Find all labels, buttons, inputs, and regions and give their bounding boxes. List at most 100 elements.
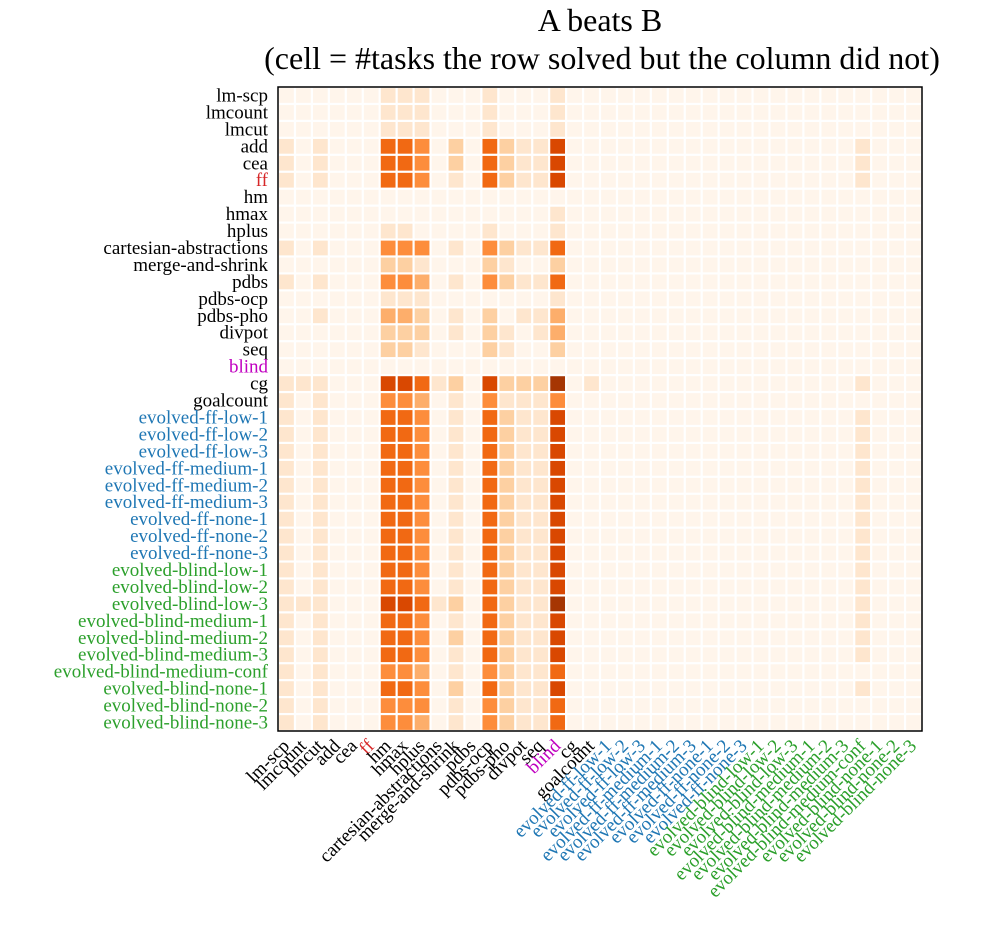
heatmap-cell [584,257,599,273]
heatmap-cell [499,528,515,544]
heatmap-cell [787,460,803,476]
heatmap-cell [279,477,294,493]
heatmap-cell [685,613,701,629]
heatmap-cell [448,88,464,103]
y-tick-label: cg [250,374,268,395]
heatmap-cell [855,376,871,391]
heatmap-cell [533,291,549,307]
heatmap-cell [550,342,566,358]
heatmap-cell [346,325,362,341]
heatmap-cell [499,443,515,459]
heatmap-cell [719,511,735,527]
heatmap-cell [380,545,396,561]
heatmap-cell [312,460,328,476]
heatmap-cell [872,274,888,290]
heatmap-cell [906,359,921,375]
heatmap-cell [702,206,718,222]
heatmap-cell [550,376,566,391]
heatmap-cell [431,528,447,544]
heatmap-cell [753,155,769,171]
heatmap-cell [431,206,447,222]
heatmap-cell [872,308,888,324]
heatmap-cell [397,121,413,137]
heatmap-cell [312,138,328,154]
heatmap-cell [855,460,871,476]
heatmap-cell [702,698,718,713]
heatmap-cell [431,477,447,493]
heatmap-cell [584,393,599,408]
heatmap-cell [329,427,345,442]
heatmap-cell [431,88,447,103]
heatmap-cell [279,325,294,341]
heatmap-cell [380,376,396,391]
heatmap-cell [499,206,515,222]
heatmap-cell [736,511,752,527]
heatmap-cell [465,172,481,188]
heatmap-cell [329,630,345,646]
heatmap-cell [651,630,667,646]
heatmap-cell [804,88,820,103]
heatmap-cell [685,410,701,425]
heatmap-cell [601,138,616,154]
heatmap-cell [634,579,650,595]
heatmap-cell [465,155,481,171]
heatmap-cell [346,410,362,425]
y-tick-label: hplus [227,221,268,242]
heatmap-cell [329,681,345,697]
heatmap-cell [448,410,464,425]
heatmap-cell [448,121,464,137]
heatmap-cell [634,494,650,510]
heatmap-cell [397,545,413,561]
heatmap-cell [482,698,498,713]
heatmap-cell [651,494,667,510]
heatmap-cell [516,664,532,680]
heatmap-cell [499,308,515,324]
heatmap-cell [753,206,769,222]
heatmap-cell [397,477,413,493]
y-tick-label: hm [244,187,269,208]
heatmap-cell [736,647,752,663]
heatmap-cell [906,291,921,307]
heatmap-cell [821,274,837,290]
heatmap-cell [889,376,904,391]
heatmap-cell [465,410,481,425]
heatmap-cell [482,443,498,459]
heatmap-cell [346,579,362,595]
heatmap-cell [804,477,820,493]
heatmap-cell [482,138,498,154]
heatmap-cell [685,172,701,188]
heatmap-cell [533,105,549,120]
heatmap-cell [499,291,515,307]
heatmap-cell [821,325,837,341]
heatmap-cell [702,393,718,408]
heatmap-cell [296,427,311,442]
heatmap-cell [736,443,752,459]
heatmap-cell [906,613,921,629]
heatmap-cell [668,189,684,205]
heatmap-cell [889,545,904,561]
heatmap-cell [685,460,701,476]
heatmap-cell [380,88,396,103]
heatmap-cell [550,427,566,442]
heatmap-cell [821,376,837,391]
heatmap-cell [872,681,888,697]
heatmap-cell [668,342,684,358]
heatmap-cell [872,664,888,680]
heatmap-cell [363,342,379,358]
heatmap-cell [312,257,328,273]
heatmap-cell [719,155,735,171]
heatmap-cell [651,528,667,544]
heatmap-cell [279,342,294,358]
heatmap-cell [533,257,549,273]
heatmap-cell [516,393,532,408]
heatmap-cell [279,172,294,188]
heatmap-cell [872,477,888,493]
heatmap-cell [702,562,718,578]
heatmap-cell [889,155,904,171]
heatmap-cell [651,257,667,273]
heatmap-cell [634,376,650,391]
heatmap-cell [380,359,396,375]
heatmap-cell [329,206,345,222]
heatmap-cell [634,443,650,459]
heatmap-cell [448,342,464,358]
